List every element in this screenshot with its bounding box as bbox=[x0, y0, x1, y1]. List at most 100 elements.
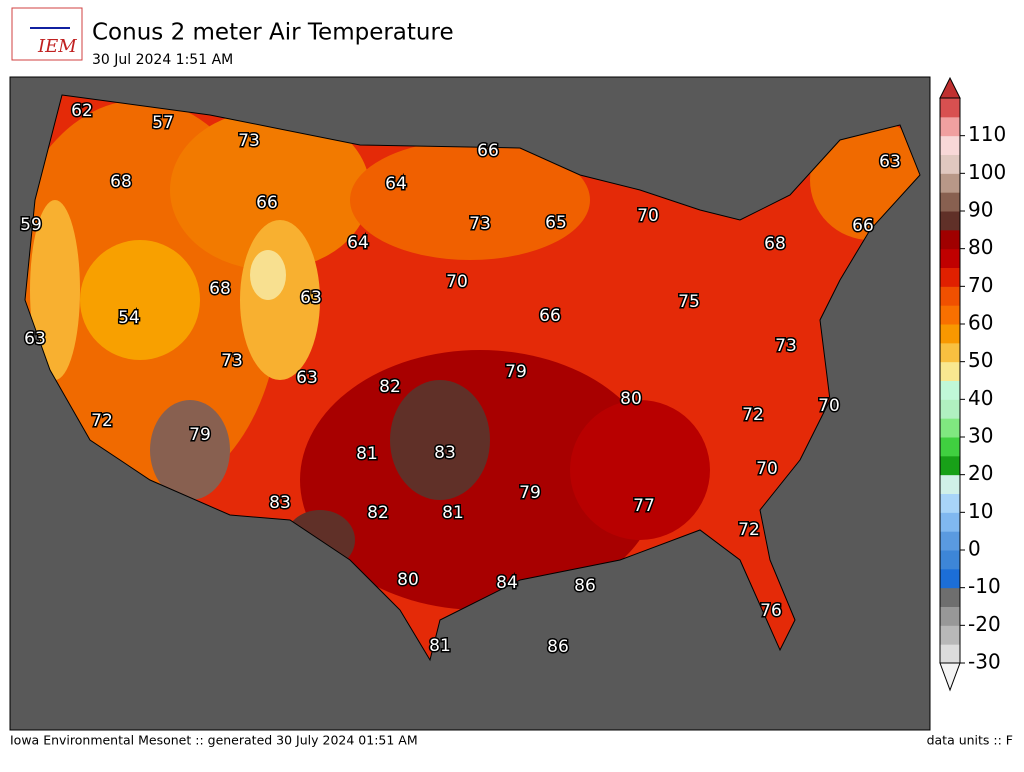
temperature-label: 81 bbox=[429, 636, 451, 656]
temperature-label: 73 bbox=[775, 336, 797, 356]
temperature-label: 63 bbox=[296, 368, 318, 388]
temperature-label: 82 bbox=[379, 377, 401, 397]
colorbar-band bbox=[940, 568, 960, 589]
temperature-label: 54 bbox=[118, 308, 140, 328]
temperature-label: 76 bbox=[760, 601, 782, 621]
colorbar-tick-label: -10 bbox=[968, 574, 1001, 598]
colorbar-tick-label: 90 bbox=[968, 198, 993, 222]
colorbar-band bbox=[940, 437, 960, 457]
temperature-label: 75 bbox=[678, 292, 700, 312]
colorbar-band bbox=[940, 305, 960, 325]
colorbar-band bbox=[940, 587, 960, 607]
colorbar-band bbox=[940, 455, 960, 476]
temperature-label: 72 bbox=[742, 405, 764, 425]
colorbar-under bbox=[939, 662, 961, 692]
temperature-label: 79 bbox=[519, 483, 541, 503]
colorbar-band bbox=[940, 192, 960, 212]
footer-right: data units :: F bbox=[927, 733, 1013, 748]
temperature-label: 86 bbox=[547, 637, 569, 657]
colorbar-tick-label: 60 bbox=[968, 311, 993, 335]
colorbar-band bbox=[940, 154, 960, 174]
labels: 62 57 73 66 63 68 64 66 59 73 65 70 66 64 68 70 68 63 75 54… bbox=[19, 100, 903, 659]
field bbox=[300, 350, 660, 610]
colorbar-tick-label: -30 bbox=[968, 650, 1001, 674]
colorbar-band bbox=[940, 98, 960, 118]
temperature-label: 65 bbox=[545, 213, 567, 233]
temperature-label: 62 bbox=[71, 101, 93, 121]
temperature-label: 57 bbox=[152, 113, 174, 133]
colorbar-band bbox=[940, 531, 960, 551]
colorbar-band bbox=[940, 211, 960, 231]
colorbar-band bbox=[940, 361, 960, 381]
temperature-label: 77 bbox=[633, 496, 655, 516]
field bbox=[80, 240, 200, 360]
colorbar-band bbox=[940, 474, 960, 494]
subtitle: 30 Jul 2024 1:51 AM bbox=[92, 52, 233, 68]
temperature-label: 66 bbox=[539, 306, 561, 326]
field bbox=[170, 110, 370, 270]
colorbar-tick-label: 30 bbox=[968, 424, 993, 448]
colorbar-frame bbox=[939, 97, 961, 664]
field bbox=[250, 250, 286, 300]
temperature-label: 79 bbox=[189, 425, 211, 445]
footer-left: Iowa Environmental Mesonet :: generated … bbox=[10, 733, 418, 748]
temperature-label: 86 bbox=[574, 576, 596, 596]
temperature-label: 72 bbox=[91, 411, 113, 431]
field bbox=[570, 400, 710, 540]
field bbox=[390, 380, 490, 500]
temperature-label: 63 bbox=[879, 152, 901, 172]
temperature-label: 73 bbox=[238, 131, 260, 151]
temperature-label: 81 bbox=[442, 503, 464, 523]
temperature-field bbox=[25, 95, 920, 660]
temperature-label: 82 bbox=[367, 503, 389, 523]
temperature-label: 59 bbox=[20, 215, 42, 235]
temperature-label: 66 bbox=[477, 141, 499, 161]
colorbar: -30 -20 -10 0 10 20 30 40 50 60 70 80 90 100 110 bbox=[939, 76, 1006, 692]
field bbox=[150, 400, 230, 500]
colorbar-tick-label: -20 bbox=[968, 612, 1001, 636]
temperature-label: 64 bbox=[347, 233, 369, 253]
colorbar-band bbox=[940, 324, 960, 344]
colorbar-band bbox=[940, 512, 960, 532]
temperature-label: 72 bbox=[738, 520, 760, 540]
temperature-label: 73 bbox=[221, 351, 243, 371]
colorbar-band bbox=[940, 267, 960, 287]
colorbar-over bbox=[939, 76, 961, 99]
temperature-label: 70 bbox=[818, 396, 840, 416]
temperature-label: 83 bbox=[269, 493, 291, 513]
temperature-label: 83 bbox=[434, 443, 456, 463]
field bbox=[350, 140, 590, 260]
colorbar-tick-label: 40 bbox=[968, 386, 993, 410]
temperature-label: 63 bbox=[300, 288, 322, 308]
temperature-label: 68 bbox=[110, 172, 132, 192]
colorbar-band bbox=[940, 493, 960, 513]
temperature-label: 81 bbox=[356, 444, 378, 464]
colorbar-band bbox=[940, 550, 960, 570]
temperature-label: 66 bbox=[852, 216, 874, 236]
temperature-label: 70 bbox=[637, 206, 659, 226]
colorbar-band bbox=[940, 644, 960, 664]
colorbar-band bbox=[940, 418, 960, 438]
colorbar-tick-label: 100 bbox=[968, 160, 1006, 184]
us-border bbox=[24, 94, 921, 662]
logo: IEM bbox=[11, 7, 83, 61]
colorbar-band bbox=[940, 625, 960, 645]
colorbar-tick-label: 50 bbox=[968, 348, 993, 372]
colorbar-tick-label: 110 bbox=[968, 122, 1006, 146]
colorbar-band bbox=[940, 116, 960, 137]
colorbar-band bbox=[940, 229, 960, 250]
field bbox=[30, 200, 80, 380]
temperature-label: 73 bbox=[469, 214, 491, 234]
temperature-label: 66 bbox=[256, 193, 278, 213]
temperature-label: 80 bbox=[397, 570, 419, 590]
temperature-label: 79 bbox=[505, 362, 527, 382]
colorbar-band bbox=[940, 135, 960, 155]
colorbar-tick-label: 10 bbox=[968, 499, 993, 523]
temperature-label: 70 bbox=[756, 459, 778, 479]
colorbar-band bbox=[940, 399, 960, 419]
colorbar-tick-label: 80 bbox=[968, 235, 993, 259]
colorbar-band bbox=[940, 173, 960, 193]
logo-text: IEM bbox=[37, 36, 77, 57]
temperature-label: 68 bbox=[209, 279, 231, 299]
